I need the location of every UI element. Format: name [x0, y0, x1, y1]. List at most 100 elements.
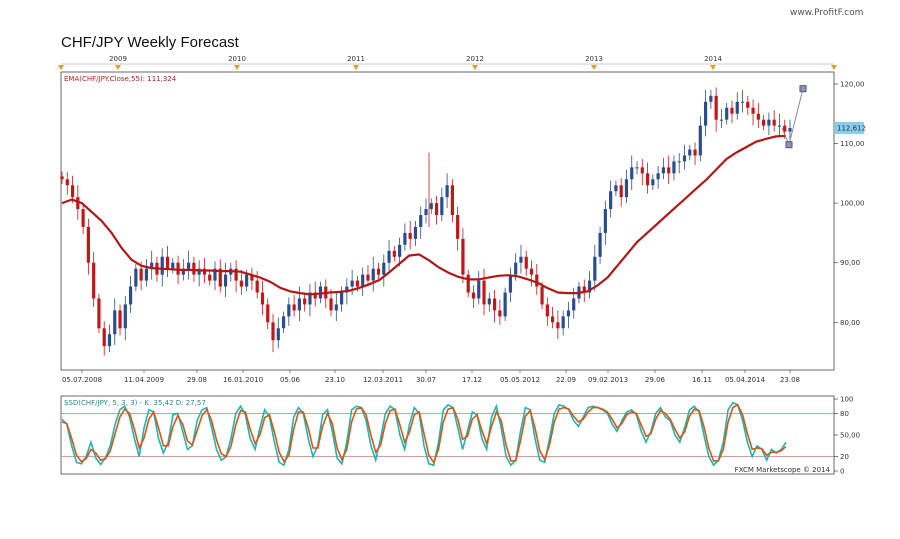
- candle-body: [677, 161, 681, 163]
- candle-body: [345, 286, 349, 293]
- candle-body: [65, 179, 69, 186]
- candle-body: [308, 292, 312, 305]
- x-tick-label: 17.12: [462, 376, 482, 384]
- candle-body: [503, 292, 507, 317]
- candle-body: [429, 203, 433, 210]
- candle-body: [128, 286, 133, 305]
- candle-body: [123, 304, 127, 329]
- candle-body: [529, 268, 534, 275]
- candle-body: [419, 215, 423, 227]
- x-tick-label: 30.07: [416, 376, 436, 384]
- year-label: 2009: [109, 55, 127, 63]
- candle-body: [86, 226, 90, 263]
- candle-body: [609, 191, 613, 210]
- candle-body: [645, 173, 650, 186]
- x-tick-label: 05.07.2008: [62, 376, 102, 384]
- candle-body: [271, 322, 275, 341]
- candle-body: [292, 304, 296, 311]
- candle-body: [477, 280, 481, 299]
- candle-body: [92, 262, 96, 299]
- candle-body: [751, 107, 755, 114]
- candle-body: [266, 304, 270, 323]
- ema-line: [61, 134, 787, 296]
- candle-body: [218, 268, 222, 287]
- x-tick-label: 29.06: [645, 376, 666, 384]
- year-marker: [591, 65, 597, 70]
- candle-body: [107, 334, 112, 347]
- candle-body: [202, 268, 207, 275]
- candle-body: [376, 268, 381, 275]
- candle-body: [234, 268, 238, 281]
- candle-body: [113, 310, 117, 335]
- candle-body: [640, 167, 644, 174]
- candle-body: [287, 304, 291, 317]
- candle-body: [165, 256, 170, 269]
- candle-body: [281, 316, 286, 329]
- candle-body: [603, 209, 607, 233]
- year-marker: [472, 65, 478, 70]
- candle-body: [223, 274, 228, 287]
- candle-body: [255, 280, 259, 293]
- candle-body: [97, 298, 101, 329]
- candle-body: [187, 262, 191, 269]
- candle-body: [382, 262, 386, 275]
- candle-body: [361, 274, 365, 287]
- year-label: 2012: [466, 55, 484, 63]
- candle-body: [698, 125, 702, 156]
- candle-body: [740, 101, 745, 103]
- candle-body: [682, 155, 687, 162]
- candle-body: [783, 125, 787, 132]
- year-marker: [115, 65, 121, 70]
- osc-y-tick-label: 20: [840, 453, 849, 461]
- forecast-point: [799, 85, 807, 93]
- candle-body: [777, 125, 782, 127]
- candle-body: [635, 167, 639, 169]
- x-tick-label: 05.04.2014: [725, 376, 766, 384]
- forecast-point: [785, 141, 793, 149]
- candle-body: [535, 274, 539, 287]
- y-tick-label: 110,00: [840, 140, 865, 148]
- candle-body: [70, 185, 75, 198]
- candle-body: [471, 292, 476, 299]
- x-tick-label: 23.10: [325, 376, 345, 384]
- candle-body: [461, 238, 465, 275]
- candle-body: [160, 256, 164, 275]
- candle-body: [788, 128, 792, 132]
- candle-body: [181, 268, 185, 275]
- candle-body: [746, 101, 750, 108]
- candle-body: [76, 197, 80, 210]
- candle-body: [719, 119, 724, 121]
- osc-y-tick-label: 0: [840, 468, 844, 476]
- candle-body: [450, 185, 454, 216]
- candle-body: [492, 298, 497, 311]
- candle-body: [102, 328, 106, 347]
- candle-body: [762, 119, 766, 126]
- candle-body: [134, 268, 138, 287]
- x-tick-label: 23.08: [780, 376, 800, 384]
- candle-body: [171, 262, 175, 269]
- candle-body: [624, 179, 629, 198]
- candle-body: [260, 292, 265, 305]
- stochastic-indicator-label: SSD(CHF/JPY, 5, 3, 3) - K: 35,42 D: 27,5…: [64, 399, 206, 407]
- x-tick-label: 16.11: [692, 376, 712, 384]
- candle-body: [688, 149, 692, 156]
- candlestick-series: [60, 87, 792, 356]
- candle-body: [482, 280, 486, 305]
- candle-body: [545, 304, 549, 317]
- candle-body: [303, 298, 307, 305]
- candle-body: [725, 107, 729, 120]
- candle-body: [440, 197, 444, 216]
- year-marker: [353, 65, 359, 70]
- candle-body: [60, 176, 64, 180]
- candle-body: [392, 250, 396, 257]
- candle-body: [714, 95, 718, 120]
- candle-body: [329, 298, 333, 311]
- x-tick-label: 12.03.2011: [363, 376, 403, 384]
- osc-y-tick-label: 80: [840, 410, 849, 418]
- candle-body: [245, 274, 249, 287]
- candle-body: [566, 310, 571, 317]
- candle-body: [192, 262, 196, 275]
- candle-body: [239, 280, 243, 287]
- x-tick-label: 29.08: [187, 376, 207, 384]
- candle-body: [318, 286, 323, 299]
